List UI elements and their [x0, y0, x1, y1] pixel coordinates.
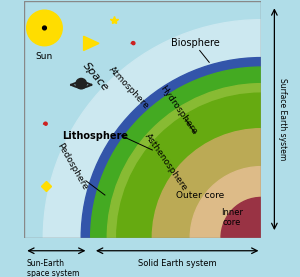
Text: Sun: Sun	[36, 52, 53, 61]
Wedge shape	[117, 93, 261, 238]
Text: Surface Earth system: Surface Earth system	[278, 78, 287, 160]
Wedge shape	[221, 198, 261, 238]
Text: Atmosphere: Atmosphere	[107, 65, 151, 111]
Wedge shape	[190, 166, 261, 238]
Text: Inner
core: Inner core	[221, 208, 243, 227]
Text: Biosphere: Biosphere	[171, 38, 219, 48]
Wedge shape	[81, 58, 261, 238]
Polygon shape	[84, 36, 99, 50]
Wedge shape	[152, 129, 261, 238]
Text: Pedosphere: Pedosphere	[55, 142, 89, 192]
Wedge shape	[91, 67, 261, 238]
Text: Lithosphere: Lithosphere	[62, 131, 128, 141]
Circle shape	[43, 26, 46, 30]
Text: Sun-Earth
space system: Sun-Earth space system	[27, 259, 79, 277]
Text: Space: Space	[81, 60, 110, 93]
Text: Outer core: Outer core	[176, 191, 224, 199]
Text: Hydrosphere: Hydrosphere	[158, 83, 199, 136]
Text: Solid Earth system: Solid Earth system	[138, 259, 217, 268]
Text: Asthenosphere: Asthenosphere	[143, 132, 190, 192]
Circle shape	[76, 78, 86, 89]
Wedge shape	[107, 84, 261, 238]
Wedge shape	[43, 20, 261, 238]
Circle shape	[27, 10, 62, 46]
